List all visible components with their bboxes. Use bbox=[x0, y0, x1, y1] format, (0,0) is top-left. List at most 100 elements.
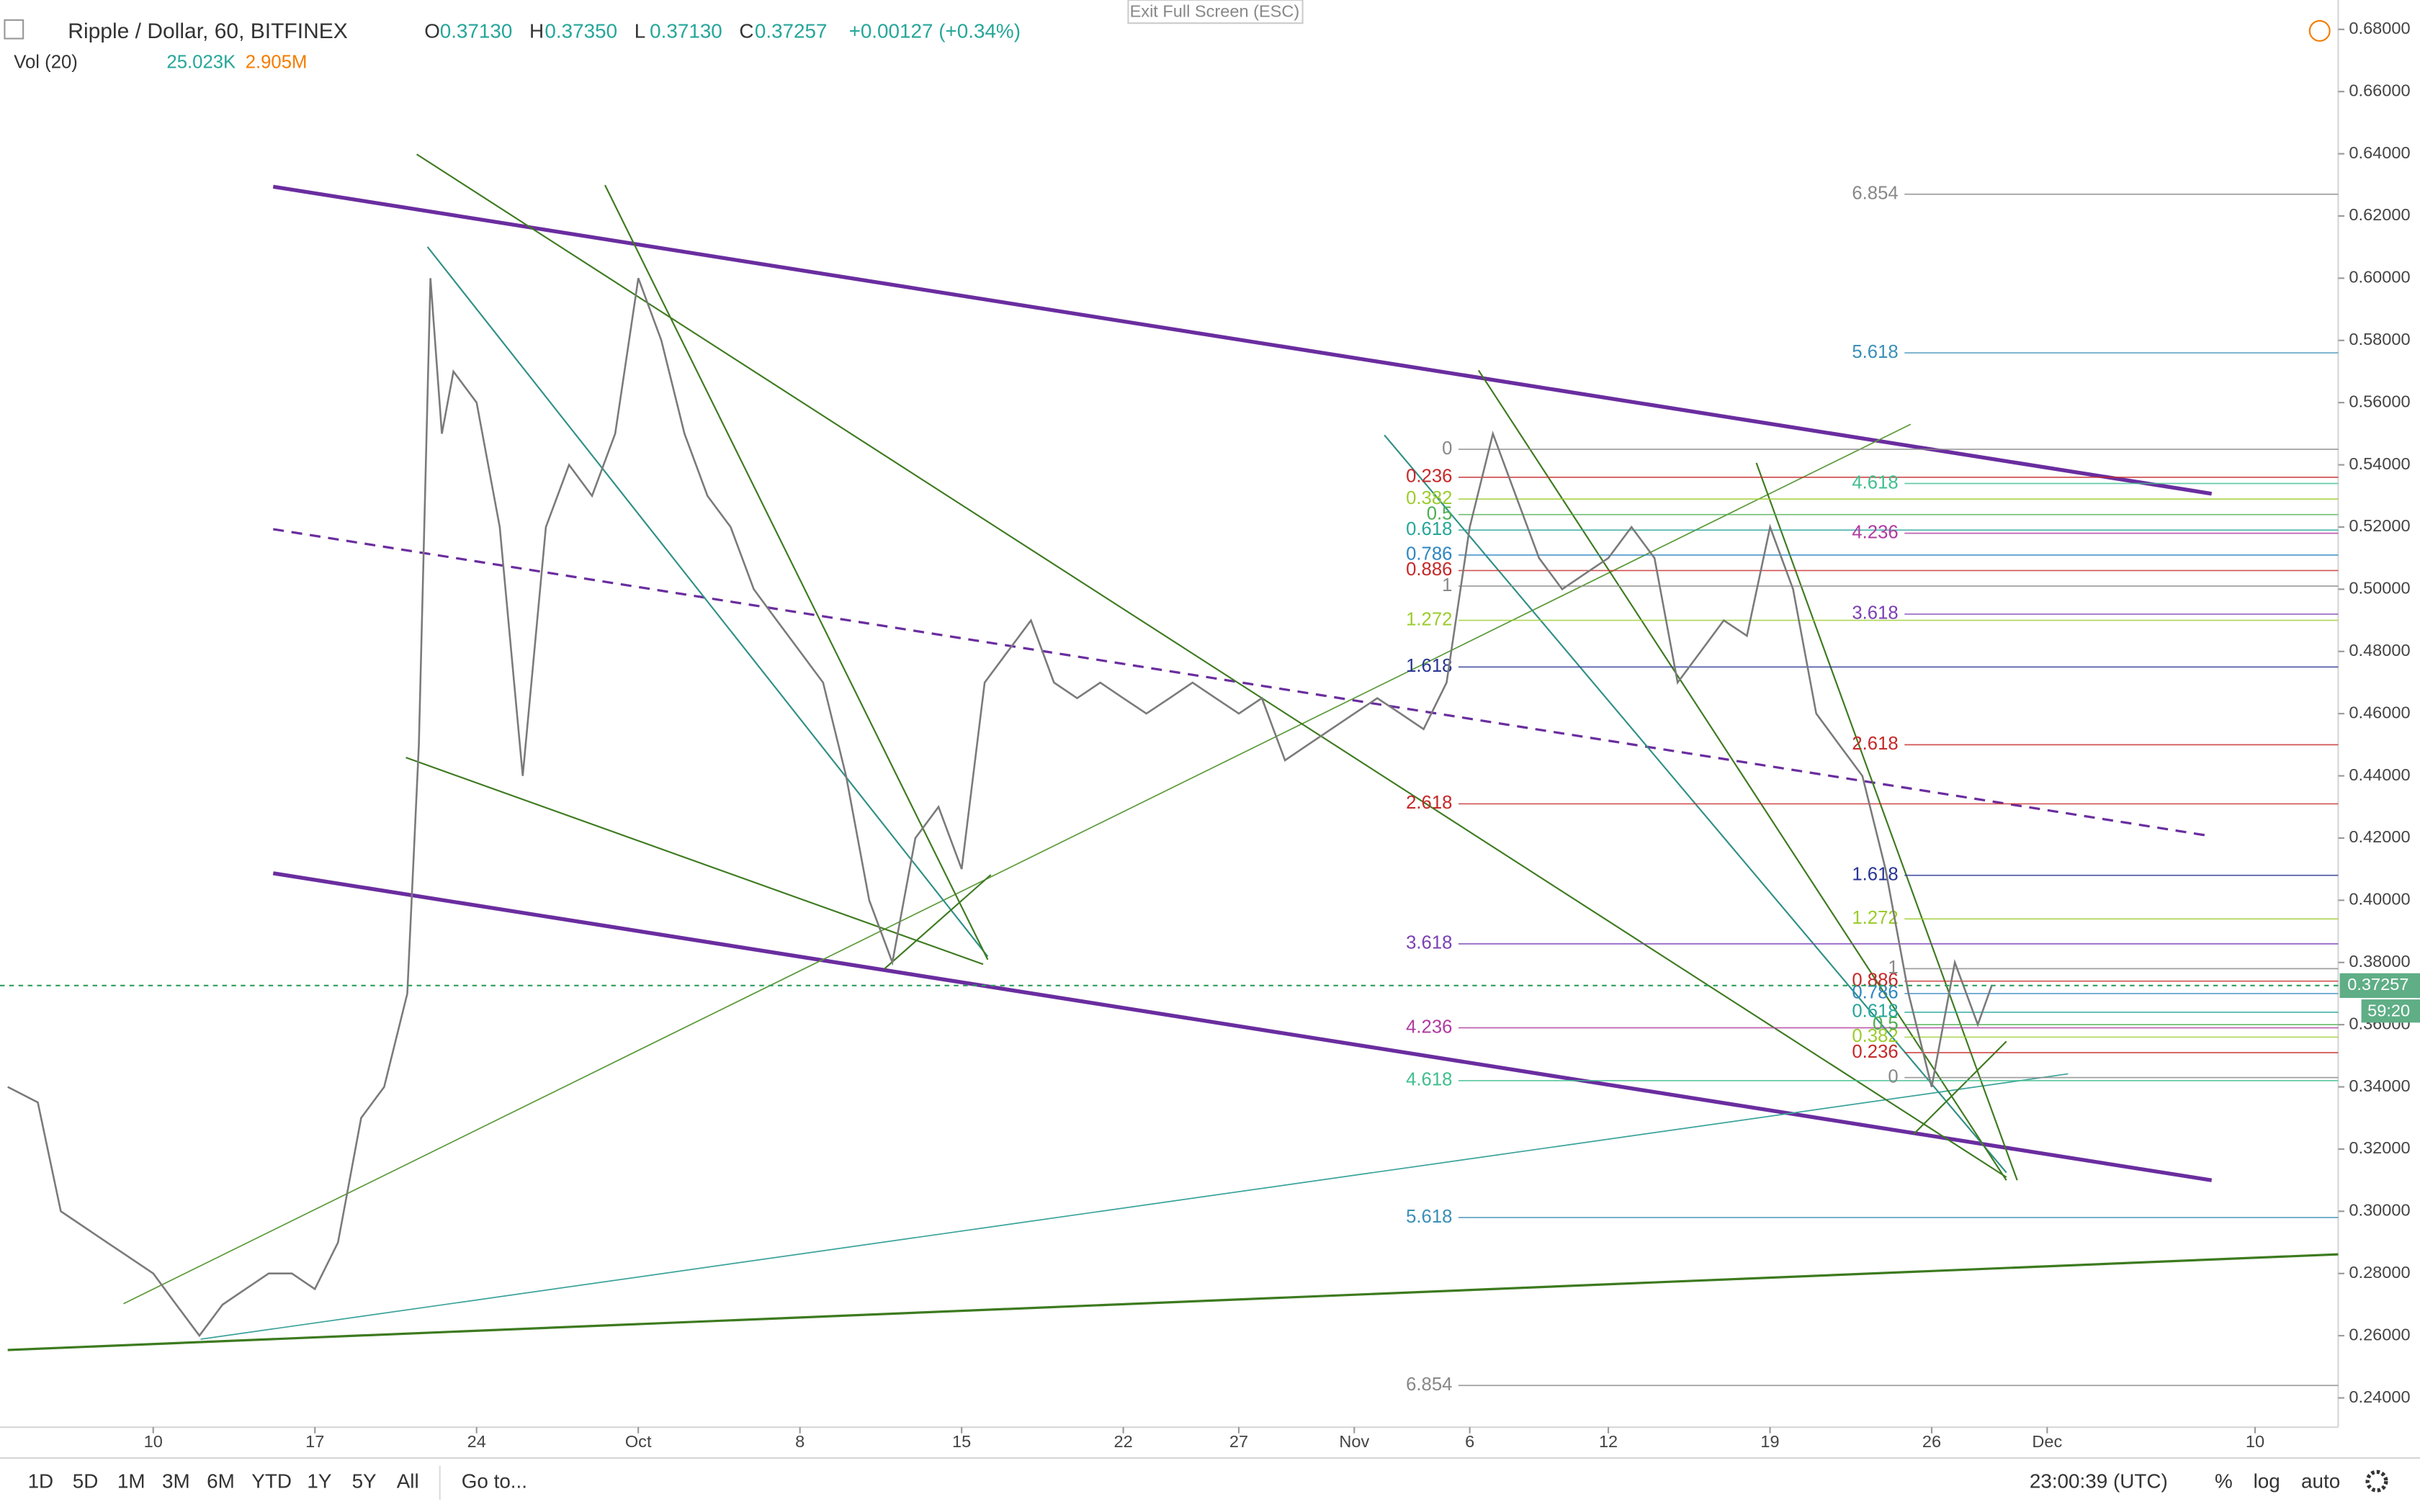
y-tick-label: 0.68000 bbox=[2349, 19, 2410, 37]
fib-level-label: 0.236 bbox=[1406, 467, 1452, 487]
ohlc-value: 0.37130 bbox=[650, 19, 722, 42]
x-tick-label: Dec bbox=[2032, 1432, 2062, 1451]
price-layer bbox=[7, 277, 1993, 1338]
y-tick-label: 0.52000 bbox=[2349, 516, 2410, 535]
y-tick-label: 0.30000 bbox=[2349, 1201, 2410, 1220]
volume-title: Vol (20) bbox=[14, 53, 78, 73]
x-tick-label: 24 bbox=[467, 1432, 486, 1451]
y-tick-label: 0.34000 bbox=[2349, 1076, 2410, 1095]
trend-line bbox=[426, 246, 989, 958]
fib-level-label: 4.236 bbox=[1406, 1017, 1452, 1037]
channel-line bbox=[272, 871, 2213, 1182]
y-tick-label: 0.38000 bbox=[2349, 952, 2410, 971]
range-button[interactable]: All bbox=[397, 1470, 419, 1493]
warning-icon[interactable] bbox=[2308, 19, 2331, 42]
y-tick-label: 0.56000 bbox=[2349, 392, 2410, 410]
trend-line bbox=[405, 757, 984, 966]
fib-level-label: 0.618 bbox=[1852, 1002, 1898, 1022]
fib-level-label: 4.618 bbox=[1852, 472, 1898, 492]
fib-level-label: 0 bbox=[1442, 438, 1452, 459]
fib-level-label: 0.5 bbox=[1427, 503, 1453, 523]
fib-level-label: 0.618 bbox=[1406, 519, 1452, 539]
volume-value: 2.905M bbox=[246, 53, 308, 73]
goto-button[interactable]: Go to... bbox=[462, 1470, 527, 1493]
y-tick-label: 0.40000 bbox=[2349, 890, 2410, 909]
ohlc-value: 0.37350 bbox=[544, 19, 617, 42]
scale-option[interactable]: auto bbox=[2301, 1470, 2340, 1493]
fib-level-label: 0.886 bbox=[1852, 970, 1898, 990]
range-button[interactable]: 1M bbox=[117, 1470, 145, 1493]
range-button[interactable]: 3M bbox=[162, 1470, 190, 1493]
exit-fullscreen-button[interactable] bbox=[1127, 0, 1304, 24]
ohlc-key: H bbox=[529, 19, 544, 42]
y-tick-label: 0.28000 bbox=[2349, 1263, 2410, 1282]
range-button[interactable]: 6M bbox=[207, 1470, 235, 1493]
trend-line bbox=[884, 874, 992, 970]
range-button[interactable]: 1D bbox=[28, 1470, 54, 1493]
last-price-box bbox=[2339, 973, 2420, 998]
ohlc-value: 0.37257 bbox=[755, 19, 828, 42]
fib-level-label: 2.618 bbox=[1852, 734, 1898, 754]
fib-level-label: 1 bbox=[1442, 575, 1452, 595]
fib-level-label: 1 bbox=[1888, 958, 1898, 978]
price-line bbox=[7, 277, 1993, 1338]
trend-line bbox=[200, 1073, 2069, 1340]
x-tick-label: 17 bbox=[305, 1432, 324, 1451]
range-button[interactable]: 5D bbox=[73, 1470, 99, 1493]
fib-level-label: 0.382 bbox=[1852, 1026, 1898, 1046]
range-button[interactable]: 1Y bbox=[307, 1470, 331, 1493]
x-tick-label: 10 bbox=[144, 1432, 163, 1451]
fib-level-label: 3.618 bbox=[1406, 933, 1452, 953]
y-tick-label: 0.24000 bbox=[2349, 1387, 2410, 1406]
y-tick-label: 0.44000 bbox=[2349, 765, 2410, 784]
ohlc-value: 0.37130 bbox=[440, 19, 513, 42]
scale-option[interactable]: log bbox=[2254, 1470, 2280, 1493]
last-price-label: 0.37257 bbox=[2347, 975, 2408, 994]
channel-midline bbox=[273, 528, 2212, 838]
x-tick-label: 27 bbox=[1229, 1432, 1248, 1451]
fib-level-label: 1.272 bbox=[1852, 908, 1898, 928]
y-tick-label: 0.54000 bbox=[2349, 454, 2410, 473]
range-button[interactable]: 5Y bbox=[352, 1470, 377, 1493]
ohlc-key: C bbox=[739, 19, 753, 42]
y-tick-label: 0.50000 bbox=[2349, 579, 2410, 598]
fib-level-label: 3.618 bbox=[1852, 603, 1898, 624]
fib-level-label: 0.382 bbox=[1406, 488, 1452, 508]
y-tick-label: 0.62000 bbox=[2349, 205, 2410, 224]
fib-layer: 00.2360.3820.50.6180.7860.88611.2721.618… bbox=[1406, 184, 2339, 1395]
y-tick-label: 0.42000 bbox=[2349, 827, 2410, 846]
trend-line bbox=[7, 1253, 2339, 1351]
ohlc-key: O bbox=[424, 19, 440, 42]
fib-level-label: 1.272 bbox=[1406, 609, 1452, 629]
x-tick-label: Nov bbox=[1339, 1432, 1369, 1451]
exit-fullscreen-label: Exit Full Screen (ESC) bbox=[1130, 1, 1300, 20]
x-tick-label: 10 bbox=[2246, 1432, 2264, 1451]
fib-level-label: 6.854 bbox=[1406, 1374, 1452, 1395]
y-tick-label: 0.58000 bbox=[2349, 330, 2410, 348]
symbol-title: Ripple / Dollar, 60, BITFINEX bbox=[68, 19, 347, 43]
legend-header: Ripple / Dollar, 60, BITFINEX Vol (20) 2… bbox=[4, 0, 2331, 73]
x-tick-label: 6 bbox=[1465, 1432, 1474, 1451]
x-tick-label: 19 bbox=[1760, 1432, 1779, 1451]
scale-option[interactable]: % bbox=[2215, 1470, 2233, 1493]
fib-level-label: 6.854 bbox=[1852, 184, 1898, 204]
x-tick-label: 15 bbox=[952, 1432, 971, 1451]
y-tick-label: 0.60000 bbox=[2349, 268, 2410, 287]
range-button[interactable]: YTD bbox=[251, 1470, 292, 1493]
y-tick-label: 0.46000 bbox=[2349, 703, 2410, 721]
settings-button[interactable] bbox=[2365, 1470, 2388, 1493]
fib-level-label: 2.618 bbox=[1406, 793, 1452, 813]
y-tick-label: 0.66000 bbox=[2349, 81, 2410, 99]
collapse-button[interactable] bbox=[4, 19, 24, 40]
fib-level-label: 5.618 bbox=[1406, 1207, 1452, 1227]
fib-level-label: 0.786 bbox=[1406, 544, 1452, 564]
volume-value: 25.023K bbox=[166, 53, 236, 73]
y-tick-label: 0.48000 bbox=[2349, 641, 2410, 660]
x-tick-label: Oct bbox=[625, 1432, 652, 1451]
countdown-label: 59:20 bbox=[2367, 1001, 2410, 1020]
trend-line bbox=[1477, 369, 2007, 1181]
fib-level-label: 4.618 bbox=[1406, 1070, 1452, 1090]
